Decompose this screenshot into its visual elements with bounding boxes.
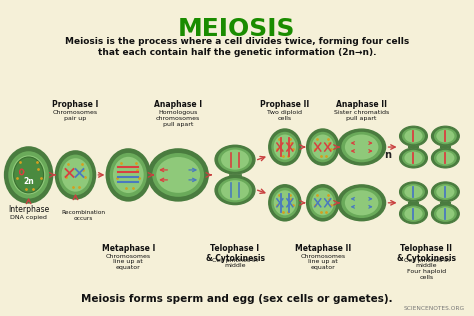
Ellipse shape [436, 207, 455, 220]
Text: 2n: 2n [23, 177, 34, 186]
Ellipse shape [400, 204, 428, 224]
Ellipse shape [307, 185, 339, 221]
Text: Sister chromatids
pull apart: Sister chromatids pull apart [334, 110, 389, 121]
Text: MEIOSIS: MEIOSIS [178, 17, 296, 41]
Text: Prophase II: Prophase II [260, 100, 310, 109]
Text: Chromosomes
line up at
equator: Chromosomes line up at equator [300, 253, 346, 270]
Ellipse shape [14, 157, 44, 193]
Text: Chromosomes
line up at
equator: Chromosomes line up at equator [106, 253, 151, 270]
Ellipse shape [345, 190, 378, 215]
Ellipse shape [431, 182, 459, 202]
Text: Chromosomes
pair up: Chromosomes pair up [53, 110, 98, 121]
Text: Two diploid
cells: Two diploid cells [267, 110, 302, 121]
Ellipse shape [345, 135, 378, 160]
Text: Metaphase I: Metaphase I [101, 244, 155, 252]
Ellipse shape [337, 129, 385, 165]
Ellipse shape [12, 155, 46, 194]
Ellipse shape [402, 184, 425, 200]
Ellipse shape [404, 152, 422, 164]
Ellipse shape [434, 150, 457, 166]
Ellipse shape [307, 129, 339, 165]
Ellipse shape [434, 128, 457, 144]
Text: Telophase I
& Cytokinesis: Telophase I & Cytokinesis [206, 244, 264, 263]
Text: that each contain half the genetic information (2n→n).: that each contain half the genetic infor… [98, 48, 376, 58]
Ellipse shape [436, 185, 455, 198]
Text: Metaphase II: Metaphase II [295, 244, 351, 252]
Text: Cell pinches in
middle
Four haploid
cells: Cell pinches in middle Four haploid cell… [403, 258, 449, 280]
Ellipse shape [269, 185, 301, 221]
Ellipse shape [156, 157, 200, 193]
Text: Meiosis is the process where a cell divides twice, forming four cells: Meiosis is the process where a cell divi… [65, 37, 409, 46]
Ellipse shape [400, 126, 428, 146]
Ellipse shape [309, 132, 337, 162]
Ellipse shape [269, 129, 301, 165]
Ellipse shape [218, 178, 252, 203]
Ellipse shape [436, 152, 455, 164]
Ellipse shape [311, 135, 334, 160]
Ellipse shape [309, 188, 337, 218]
Ellipse shape [58, 155, 92, 195]
Ellipse shape [273, 135, 296, 160]
Ellipse shape [221, 180, 249, 200]
Text: Interphase: Interphase [8, 205, 49, 214]
Ellipse shape [311, 190, 334, 215]
Ellipse shape [404, 207, 422, 220]
Ellipse shape [341, 132, 382, 162]
Text: Recombination
occurs: Recombination occurs [62, 210, 105, 221]
Ellipse shape [109, 153, 147, 197]
Ellipse shape [218, 147, 252, 172]
Text: DNA copied: DNA copied [10, 215, 47, 220]
Ellipse shape [148, 149, 208, 201]
Text: Homologous
chromosomes
pull apart: Homologous chromosomes pull apart [156, 110, 201, 127]
Ellipse shape [404, 185, 422, 198]
Ellipse shape [221, 149, 249, 170]
Ellipse shape [215, 145, 255, 174]
Text: Cell pinches in
middle: Cell pinches in middle [212, 258, 258, 268]
Ellipse shape [337, 185, 385, 221]
Ellipse shape [431, 126, 459, 146]
Ellipse shape [106, 149, 150, 201]
Ellipse shape [434, 184, 457, 200]
Ellipse shape [402, 128, 425, 144]
Ellipse shape [400, 148, 428, 168]
Text: Prophase I: Prophase I [52, 100, 99, 109]
Ellipse shape [113, 157, 144, 193]
Ellipse shape [431, 204, 459, 224]
Text: Telophase II
& Cytokinesis: Telophase II & Cytokinesis [397, 244, 456, 263]
Text: Anaphase II: Anaphase II [336, 100, 387, 109]
Ellipse shape [404, 130, 422, 143]
Text: n: n [384, 150, 391, 160]
Ellipse shape [436, 130, 455, 143]
Ellipse shape [400, 182, 428, 202]
Ellipse shape [215, 176, 255, 204]
Ellipse shape [431, 148, 459, 168]
Ellipse shape [152, 153, 204, 197]
Ellipse shape [271, 132, 299, 162]
Ellipse shape [402, 150, 425, 166]
Ellipse shape [434, 206, 457, 222]
Ellipse shape [8, 151, 49, 199]
Text: Meiosis forms sperm and egg (sex cells or gametes).: Meiosis forms sperm and egg (sex cells o… [81, 295, 393, 304]
Ellipse shape [55, 151, 95, 199]
Ellipse shape [341, 188, 382, 218]
Ellipse shape [62, 158, 90, 191]
Text: Anaphase I: Anaphase I [154, 100, 202, 109]
Ellipse shape [402, 206, 425, 222]
Text: SCIENCENOTES.ORG: SCIENCENOTES.ORG [403, 306, 465, 311]
Ellipse shape [273, 190, 296, 215]
Ellipse shape [271, 188, 299, 218]
Ellipse shape [5, 147, 53, 203]
